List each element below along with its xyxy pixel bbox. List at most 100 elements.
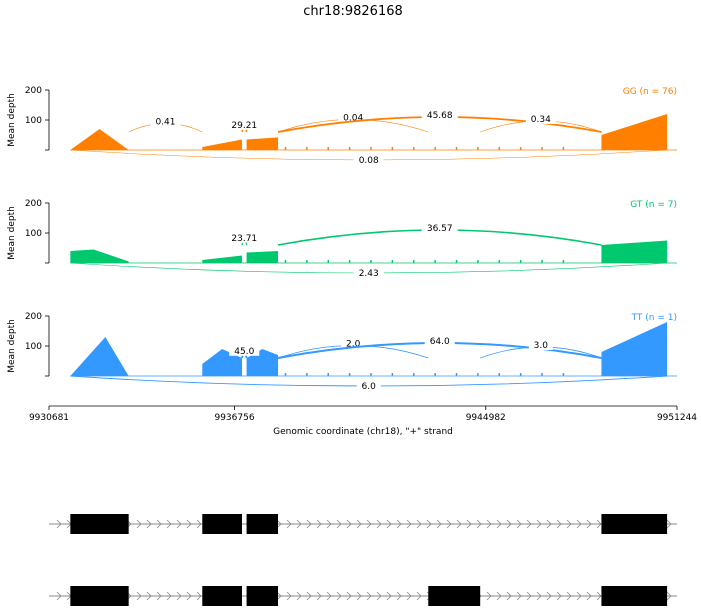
strand-arrow <box>156 591 162 601</box>
y-axis-label: Mean depth <box>7 206 17 260</box>
junction-label-bg <box>424 335 455 346</box>
strand-arrow <box>566 519 572 529</box>
junction-label-bg <box>226 231 263 243</box>
y-tick-label: 100 <box>25 116 42 126</box>
strand-arrow <box>136 519 142 529</box>
y-axis-label: Mean depth <box>7 319 17 373</box>
x-tick-label: 9944982 <box>466 413 506 423</box>
coverage-spike <box>413 260 415 263</box>
strand-arrow <box>316 519 322 529</box>
strand-arrow <box>596 519 602 529</box>
strand-arrow <box>186 519 192 529</box>
strand-arrow <box>496 519 502 529</box>
strand-arrow <box>586 519 592 529</box>
coverage-spike <box>519 260 522 263</box>
coverage-area <box>601 114 668 150</box>
series-label: GT (n = 7) <box>630 200 677 210</box>
strand-arrow <box>276 519 282 529</box>
strand-arrow <box>366 519 372 529</box>
coverage-spike <box>391 373 394 376</box>
coverage-area <box>202 139 242 150</box>
coverage-area <box>70 249 129 263</box>
junction-label-bg <box>353 154 384 165</box>
junction-label: 23.71 <box>231 234 257 244</box>
strand-arrow <box>436 519 442 529</box>
series-label: TT (n = 1) <box>631 313 677 323</box>
junction-label-bg <box>421 222 458 233</box>
junction-label: 0.34 <box>531 115 551 125</box>
strand-arrow <box>176 591 182 601</box>
strand-arrow <box>486 591 492 601</box>
exon-block <box>601 586 668 606</box>
coverage-spike <box>519 373 522 376</box>
strand-arrow <box>366 591 372 601</box>
strand-arrow <box>386 519 392 529</box>
strand-arrow <box>326 519 332 529</box>
coverage-spike <box>541 373 543 376</box>
strand-arrow <box>346 591 352 601</box>
strand-arrow <box>196 519 202 529</box>
junction-label: 36.57 <box>427 224 453 234</box>
junction-label-bg <box>226 118 263 130</box>
x-tick-label: 9936756 <box>214 413 254 423</box>
transcript-1 <box>49 514 677 534</box>
junction-label: 0.08 <box>359 156 379 166</box>
coverage-area <box>70 337 129 376</box>
strand-arrow <box>336 591 342 601</box>
strand-arrow <box>556 519 562 529</box>
strand-arrow <box>476 519 482 529</box>
strand-arrow <box>336 519 342 529</box>
strand-arrow <box>316 591 322 601</box>
strand-arrow <box>576 519 582 529</box>
strand-arrow <box>166 591 172 601</box>
coverage-area <box>601 322 668 376</box>
strand-arrow <box>486 519 492 529</box>
coverage-spike <box>348 373 351 376</box>
coverage-spike <box>434 260 436 263</box>
coverage-spike <box>284 373 287 376</box>
coverage-spike <box>391 147 394 150</box>
strand-arrow <box>556 591 562 601</box>
strand-arrow <box>516 519 522 529</box>
strand-arrow <box>326 591 332 601</box>
junction-label: 45.68 <box>427 111 453 121</box>
strand-arrow <box>536 519 542 529</box>
strand-arrow <box>306 519 312 529</box>
coverage-area <box>246 137 279 150</box>
exon-block <box>601 514 668 534</box>
coverage-spike <box>562 373 565 376</box>
coverage-spike <box>498 147 501 150</box>
junction-label-bg <box>528 338 553 350</box>
strand-arrow <box>406 519 412 529</box>
coverage-spike <box>413 147 415 150</box>
strand-arrow <box>586 591 592 601</box>
transcript-2 <box>49 586 677 606</box>
strand-arrow <box>286 591 292 601</box>
strand-arrow <box>406 591 412 601</box>
junction-label-bg <box>353 267 384 278</box>
strand-arrow <box>196 591 202 601</box>
junction-label: 0.04 <box>343 113 363 123</box>
strand-arrow <box>276 591 282 601</box>
y-tick-label: 100 <box>25 229 42 239</box>
coverage-spike <box>348 147 351 150</box>
junction-label-bg <box>421 109 458 120</box>
coverage-spike <box>434 147 436 150</box>
coverage-spike <box>413 373 415 376</box>
junction-label: 64.0 <box>430 337 450 347</box>
strand-arrow <box>506 519 512 529</box>
coverage-area <box>70 129 129 150</box>
coverage-spike <box>327 373 329 376</box>
strand-arrow <box>386 591 392 601</box>
coverage-spike <box>562 147 565 150</box>
coverage-spike <box>284 260 287 263</box>
strand-arrow <box>166 519 172 529</box>
coverage-area <box>246 251 279 263</box>
coverage-spike <box>541 260 543 263</box>
junction-label-bg <box>341 337 366 349</box>
strand-arrow <box>466 519 472 529</box>
coverage-spike <box>306 147 308 150</box>
coverage-spike <box>306 260 308 263</box>
exon-block <box>428 586 481 606</box>
